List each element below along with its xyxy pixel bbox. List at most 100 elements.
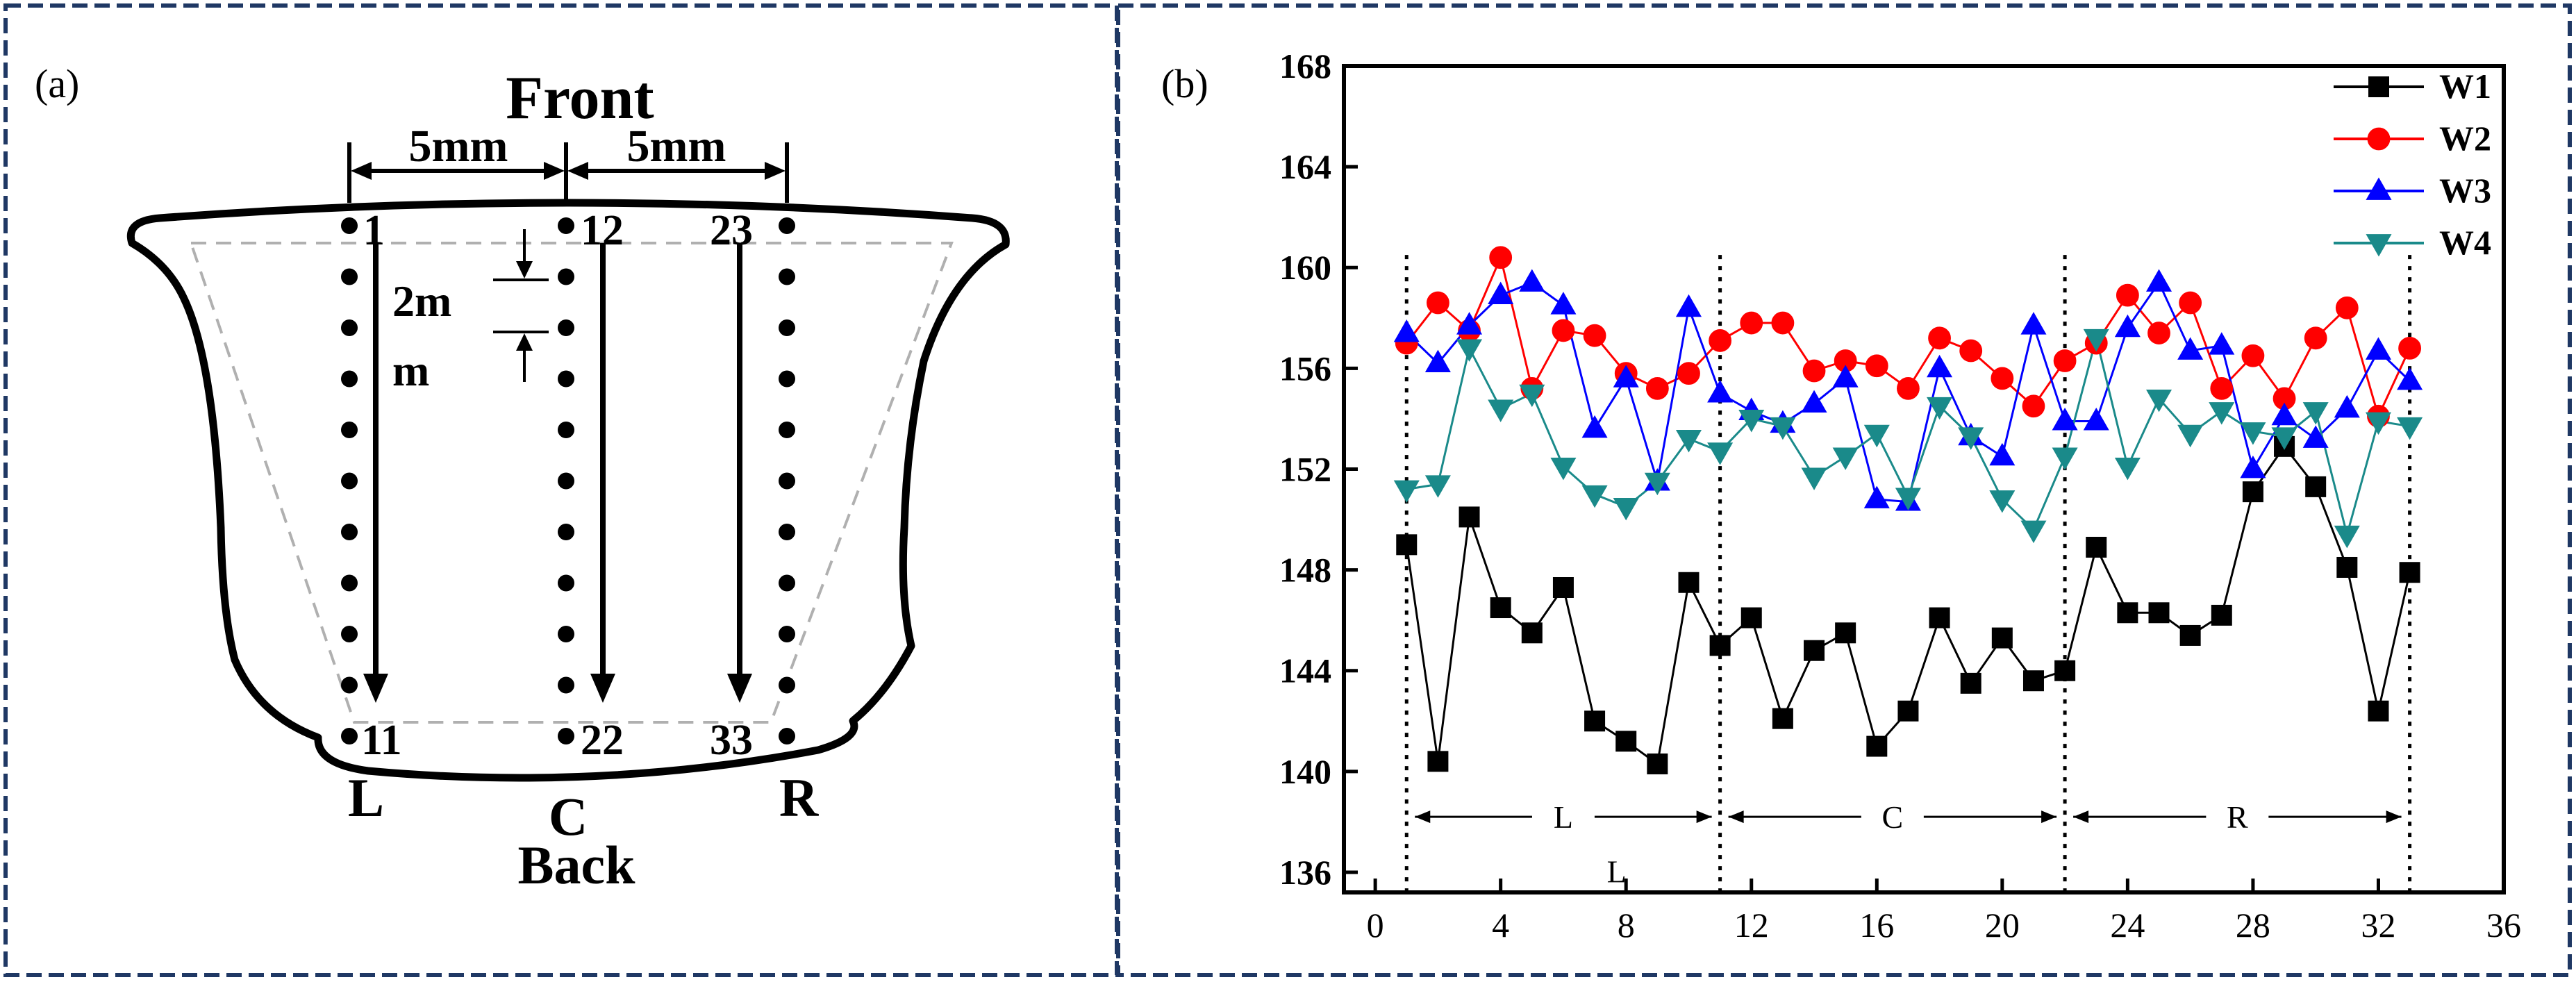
data-point [1958, 427, 1984, 450]
data-point [1709, 329, 1732, 352]
legend-marker [2366, 177, 2392, 200]
point-label-23: 23 [710, 207, 753, 254]
part-outline [127, 199, 1010, 782]
measurement-point [341, 217, 358, 234]
data-point [2179, 624, 2201, 646]
data-point [1863, 424, 1890, 448]
data-point [1459, 506, 1480, 528]
measurement-point [558, 370, 574, 388]
data-point [2177, 337, 2204, 360]
data-point [1677, 362, 1700, 385]
data-point [2304, 326, 2327, 350]
x-tick-label: 24 [2110, 906, 2145, 944]
data-point [2336, 556, 2358, 578]
measurement-point [558, 422, 574, 438]
data-point [1489, 246, 1513, 269]
data-point [2117, 602, 2138, 624]
x-tick-label: 12 [1734, 906, 1769, 944]
region-span-arrowhead [1696, 810, 1712, 824]
data-point [1427, 751, 1449, 772]
data-point [2302, 425, 2329, 448]
data-point [2114, 457, 2141, 481]
data-point [2368, 700, 2389, 722]
data-point [2086, 536, 2107, 558]
data-point [1740, 607, 1762, 629]
data-point [2271, 402, 2297, 426]
measurement-point [341, 626, 358, 642]
data-point [2145, 390, 2172, 413]
data-point [1521, 622, 1543, 644]
panel-a-frame [3, 3, 1119, 977]
panel-a-label: (a) [35, 61, 79, 106]
data-point [2399, 562, 2420, 583]
region-label-c: C [1882, 799, 1904, 835]
legend-marker [2366, 234, 2392, 257]
data-point [2020, 520, 2047, 544]
data-point [1895, 488, 1921, 510]
data-point [1550, 457, 1577, 481]
x-tick-label: 8 [1618, 906, 1635, 944]
scan-arrows [373, 243, 742, 677]
pitch-label-2: m [392, 346, 429, 395]
front-label: Front [506, 65, 654, 132]
measurement-point [779, 574, 795, 592]
region-span-arrowhead [2041, 810, 2057, 824]
measurement-point [779, 217, 795, 234]
y-ticks: 136 140 144 148 152 156 160 164 168 [1279, 47, 1358, 892]
pitch-marker [493, 229, 549, 382]
plot-frame [1342, 64, 2506, 894]
data-point [1929, 607, 1950, 629]
y-tick-label: 136 [1279, 853, 1331, 892]
measurement-point [341, 422, 358, 438]
data-point [1393, 480, 1420, 504]
measurement-point [558, 676, 574, 694]
point-label-11: 11 [361, 717, 402, 764]
legend-label: W2 [2439, 119, 2491, 158]
y-tick-label: 160 [1279, 248, 1331, 287]
measurement-points-l [341, 217, 358, 744]
region-span-arrowhead [2073, 810, 2089, 824]
x-ticks: 0 4 8 12 16 20 24 28 32 36 [1367, 879, 2521, 944]
data-point [2052, 408, 2078, 431]
pitch-arrowheads [516, 261, 533, 351]
data-point [1456, 339, 1483, 362]
data-point [2210, 376, 2234, 400]
x-tick-label: 16 [1859, 906, 1894, 944]
point-label-12: 12 [581, 207, 624, 254]
data-point [1427, 291, 1449, 315]
data-point [2334, 525, 2360, 549]
data-point [1959, 339, 1983, 363]
data-point [1396, 534, 1418, 556]
measurement-point [558, 268, 574, 285]
measurement-point [558, 728, 574, 744]
y-tick-label: 148 [1279, 551, 1331, 590]
legend-marker [2367, 127, 2391, 151]
data-point [2022, 394, 2045, 418]
data-point [2334, 394, 2360, 418]
data-point [1552, 319, 1575, 342]
measurement-point [341, 472, 358, 490]
data-point [2271, 427, 2297, 450]
data-point [1897, 700, 1919, 722]
data-point [2114, 314, 2141, 338]
dim-label-left: 5mm [409, 121, 508, 172]
measurement-point [779, 626, 795, 642]
panel-b-label: (b) [1161, 61, 1208, 106]
data-point [2052, 447, 2078, 470]
x-tick-label: 36 [2486, 906, 2521, 944]
data-point [1490, 597, 1511, 619]
data-point [1960, 672, 1981, 694]
series-markers [1393, 246, 2423, 774]
legend: W1 W2 W3 W4 [2334, 67, 2491, 262]
data-point [2241, 344, 2265, 367]
measurement-point [558, 472, 574, 490]
data-point [1583, 324, 1606, 347]
legend-marker [2368, 76, 2389, 97]
x-tick-label: 4 [1492, 906, 1509, 944]
measurement-points-r [779, 217, 795, 744]
measurement-points-c [558, 217, 574, 744]
data-point [2053, 349, 2077, 372]
data-point [1740, 311, 1763, 335]
y-tick-label: 168 [1279, 47, 1331, 85]
